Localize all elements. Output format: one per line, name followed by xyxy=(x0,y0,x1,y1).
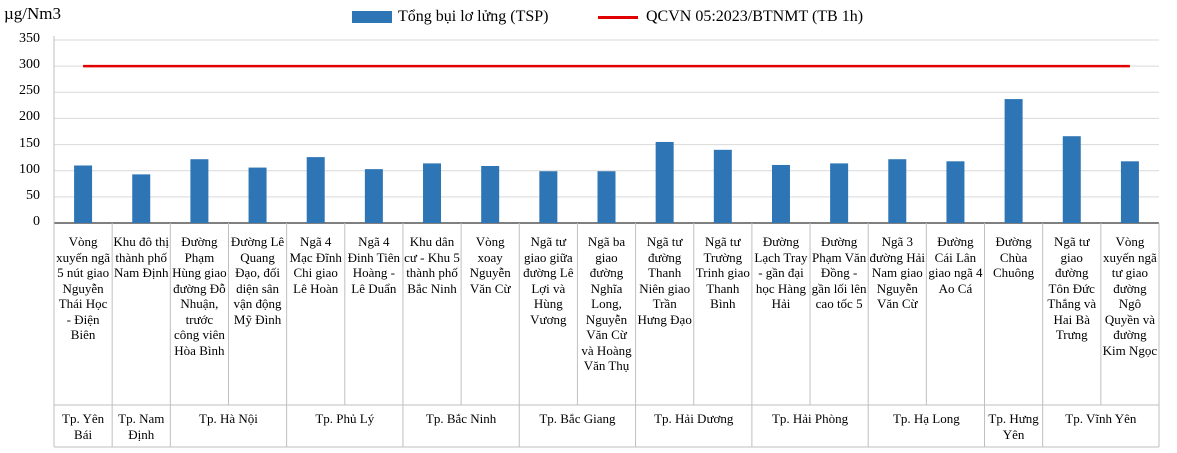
group-label: Tp. Bắc Giang xyxy=(539,411,616,426)
bar xyxy=(481,166,500,223)
y-tick-label: 100 xyxy=(19,161,40,177)
group-label: Tp. Yên Bái xyxy=(62,411,105,442)
bar xyxy=(306,157,325,223)
category-label: Ngã 4 Mạc Đĩnh Chi giao Lê Hoàn xyxy=(289,234,342,296)
bar xyxy=(771,164,790,223)
group-label: Tp. Nam Định xyxy=(118,411,165,442)
bar xyxy=(248,167,267,223)
bar xyxy=(132,174,151,223)
bar xyxy=(830,163,849,223)
bar xyxy=(713,149,732,223)
legend-label-qcvn: QCVN 05:2023/BTNMT (TB 1h) xyxy=(646,8,864,25)
bar xyxy=(1120,161,1139,223)
y-tick-label: 300 xyxy=(19,57,40,73)
bar xyxy=(946,161,965,223)
y-tick-label: 150 xyxy=(19,135,40,151)
category-label: Đường Lê Quang Đạo, đối diện sân vận độn… xyxy=(230,234,285,327)
y-axis-unit-label: µg/Nm3 xyxy=(4,4,62,23)
y-tick-label: 50 xyxy=(26,187,40,203)
bar xyxy=(74,165,93,223)
legend: Tổng bụi lơ lửng (TSP) QCVN 05:2023/BTNM… xyxy=(0,8,1177,32)
y-tick-label: 0 xyxy=(33,214,40,229)
category-label: Ngã ba giao đường Nghĩa Long, Nguyễn Văn… xyxy=(581,234,632,373)
legend-swatch-qcvn xyxy=(598,16,638,19)
y-tick-label: 200 xyxy=(19,109,40,125)
category-label: Ngã 3 đường Hải Nam giao Nguyễn Văn Cừ xyxy=(869,234,925,311)
group-label: Tp. Bắc Ninh xyxy=(425,411,497,426)
group-label: Tp. Hạ Long xyxy=(892,411,960,426)
group-label: Tp. Phủ Lý xyxy=(315,411,375,426)
y-tick-label: 250 xyxy=(19,83,40,99)
category-label: Đường Phạm Hùng giao đường Đỗ Nhuận, trư… xyxy=(172,234,227,358)
group-label: Tp. Hải Dương xyxy=(654,411,734,426)
bar xyxy=(655,141,674,223)
category-label: Ngã tư giao giữa đường Lê Lợi và Hùng Vư… xyxy=(523,234,574,327)
y-tick-label: 350 xyxy=(19,31,40,46)
bar xyxy=(423,163,442,223)
bar xyxy=(597,171,616,223)
bar xyxy=(364,169,383,223)
category-label: Đường Chùa Chuông xyxy=(993,234,1035,280)
category-label: Vòng xuyến ngã 5 nút giao Nguyễn Thái Họ… xyxy=(56,234,110,342)
bar xyxy=(1062,136,1081,223)
group-label: Tp. Hải Phòng xyxy=(771,411,849,426)
category-label: Ngã 4 Đinh Tiên Hoàng - Lê Duẩn xyxy=(347,234,401,296)
category-label: Ngã tư giao đường Tôn Đức Thắng và Hai B… xyxy=(1047,234,1097,342)
group-label: Tp. Hưng Yên xyxy=(988,411,1039,442)
bar xyxy=(1004,99,1023,223)
legend-swatch-tsp xyxy=(352,11,392,23)
bar xyxy=(888,159,907,223)
category-label: Ngã tư Trường Trinh giao Thanh Bình xyxy=(695,234,750,311)
category-label: Đường Cái Lân giao ngã 4 Ao Cá xyxy=(928,234,983,296)
legend-label-tsp: Tổng bụi lơ lửng (TSP) xyxy=(398,8,549,25)
bar xyxy=(190,159,209,223)
category-label: Khu đô thị thành phố Nam Định xyxy=(113,234,170,280)
bar xyxy=(539,171,558,223)
category-label: Ngã tư đường Thanh Niên giao Trần Hưng Đ… xyxy=(637,234,692,327)
category-label: Vòng xuyến ngã tư giao đường Ngô Quyền v… xyxy=(1102,234,1158,358)
category-label: Khu dân cư - Khu 5 thành phố Bắc Ninh xyxy=(404,234,460,296)
category-label: Vòng xoay Nguyễn Văn Cừ xyxy=(469,234,511,296)
group-label: Tp. Hà Nội xyxy=(199,411,258,426)
category-label: Đường Phạm Văn Đồng - gần lối lên cao tố… xyxy=(811,234,867,311)
category-label: Đường Lạch Tray - gần đại học Hàng Hải xyxy=(754,234,808,311)
group-label: Tp. Vĩnh Yên xyxy=(1065,411,1137,426)
